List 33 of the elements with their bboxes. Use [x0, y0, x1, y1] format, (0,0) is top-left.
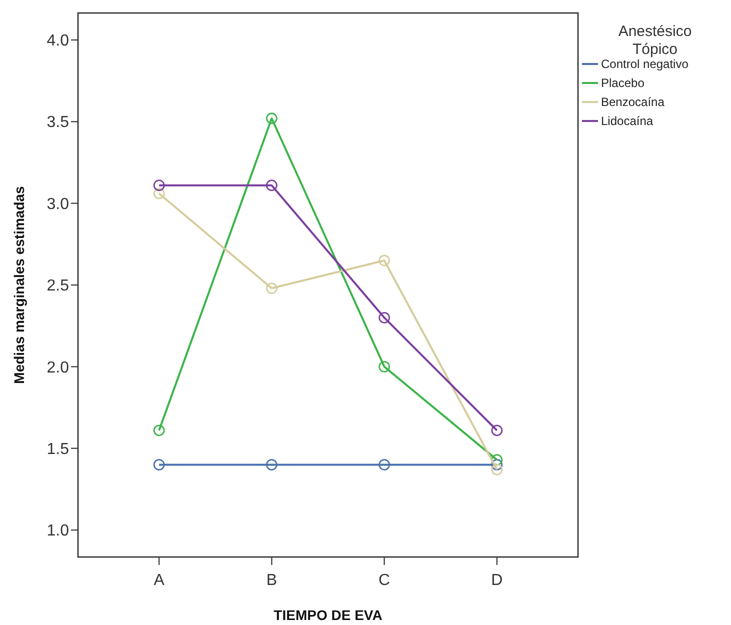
point — [378, 459, 390, 470]
x-tick-label: D — [491, 572, 503, 589]
y-tick-label: 2.5 — [46, 278, 70, 295]
y-tick-label: 3.0 — [46, 196, 70, 213]
legend-label: Placebo — [601, 76, 645, 90]
point — [491, 464, 503, 476]
point — [378, 254, 390, 266]
point — [266, 282, 278, 294]
point — [491, 424, 503, 436]
point — [266, 459, 278, 470]
y-tick-label: 1.5 — [46, 440, 70, 458]
legend-label: Benzocaína — [601, 95, 665, 110]
y-tick-label: 2.0 — [46, 359, 70, 376]
x-tick-label: C — [378, 572, 390, 589]
legend-title: Anestésico Tópico — [618, 23, 692, 58]
point — [266, 180, 278, 192]
point — [266, 112, 278, 124]
x-axis-title: TIEMPO DE EVA — [274, 607, 382, 623]
y-tick-label: 4.0 — [46, 32, 70, 50]
legend-label: Control negativo — [601, 57, 689, 72]
point — [378, 312, 390, 324]
x-tick-label: B — [266, 572, 278, 589]
x-tick-label: A — [154, 572, 165, 589]
point — [153, 180, 165, 192]
point — [491, 459, 503, 470]
point — [378, 360, 390, 372]
point — [153, 188, 165, 200]
legend-label: Lidocaína — [601, 114, 654, 128]
y-tick-label: 3.5 — [46, 114, 70, 132]
y-tick-label: 1.0 — [46, 522, 70, 540]
y-axis-title: Medias marginales estimadas — [11, 186, 27, 384]
point — [153, 459, 165, 470]
point — [153, 424, 165, 436]
